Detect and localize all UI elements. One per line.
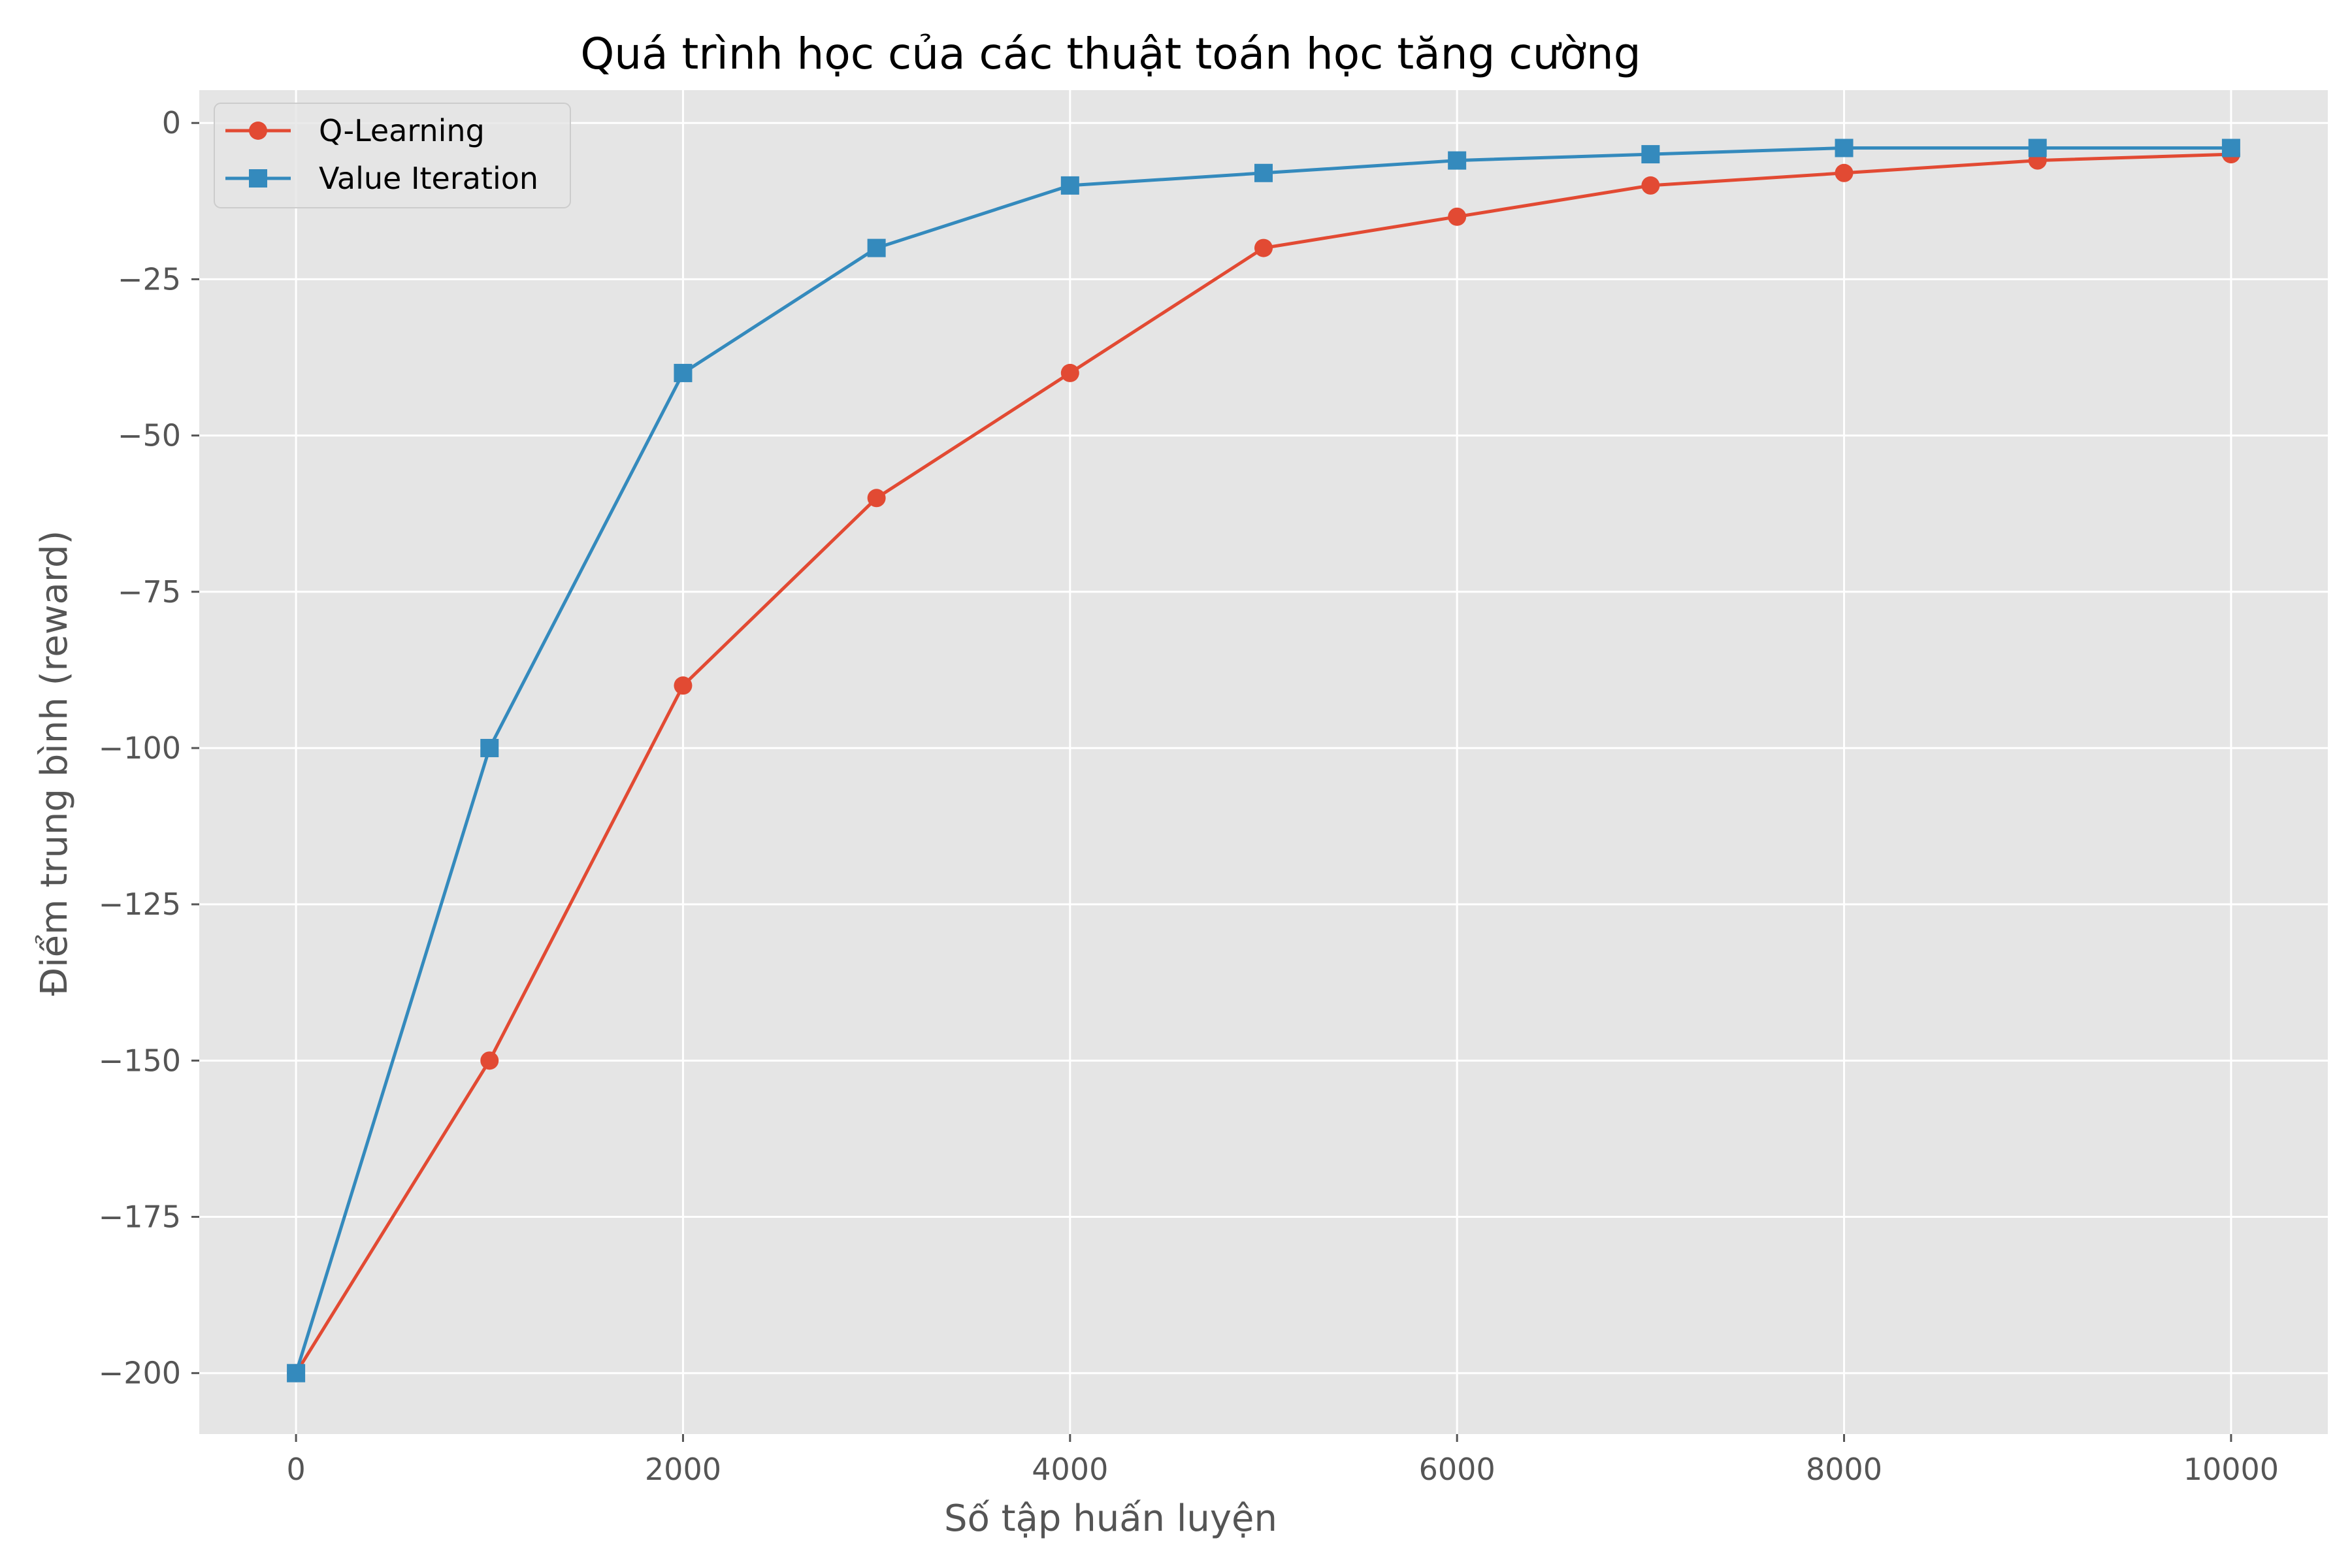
x-axis-title: Số tập huấn luyện bbox=[944, 1497, 1277, 1540]
data-point bbox=[1254, 163, 1273, 182]
data-point bbox=[1448, 207, 1467, 226]
x-tick-label: 8000 bbox=[1806, 1452, 1882, 1487]
x-tick-label: 4000 bbox=[1032, 1452, 1108, 1487]
y-tick-label: −150 bbox=[99, 1043, 181, 1078]
data-point bbox=[287, 1364, 306, 1382]
legend-box bbox=[214, 103, 571, 208]
legend-label-value-iteration: Value Iteration bbox=[319, 161, 538, 196]
data-point bbox=[1641, 176, 1660, 195]
legend-marker-q-learning bbox=[249, 122, 267, 140]
data-point bbox=[1835, 139, 1854, 157]
data-point bbox=[1060, 176, 1079, 195]
data-point bbox=[480, 738, 499, 757]
x-axis-ticks: 0 2000 4000 6000 8000 10000 bbox=[286, 1434, 2279, 1487]
data-point bbox=[1448, 151, 1467, 170]
y-tick-label: −200 bbox=[99, 1356, 181, 1391]
data-point bbox=[2028, 139, 2047, 157]
data-point bbox=[1835, 163, 1854, 182]
data-point bbox=[674, 676, 693, 695]
data-point bbox=[867, 238, 886, 257]
data-point bbox=[1254, 238, 1273, 257]
x-tick-label: 6000 bbox=[1419, 1452, 1495, 1487]
y-tick-label: −175 bbox=[99, 1200, 181, 1235]
legend-marker-value-iteration bbox=[249, 169, 267, 188]
chart-title: Quá trình học của các thuật toán học tăn… bbox=[580, 29, 1641, 79]
x-tick-label: 0 bbox=[286, 1452, 305, 1487]
series-value-iteration bbox=[287, 139, 2240, 1382]
grid-lines bbox=[199, 90, 2328, 1434]
x-tick-label: 2000 bbox=[645, 1452, 721, 1487]
data-point bbox=[1641, 145, 1660, 164]
data-point bbox=[1060, 363, 1079, 382]
y-tick-label: −125 bbox=[99, 887, 181, 922]
y-axis-title: Điểm trung bình (reward) bbox=[33, 531, 76, 996]
plot-area bbox=[199, 90, 2328, 1434]
legend: Q-Learning Value Iteration bbox=[214, 103, 571, 208]
y-tick-label: −50 bbox=[118, 418, 181, 453]
data-point bbox=[867, 489, 886, 508]
y-axis-ticks: 0 −25 −50 −75 −100 −125 −150 −175 −200 bbox=[99, 105, 199, 1391]
legend-label-q-learning: Q-Learning bbox=[319, 113, 485, 148]
y-tick-label: −25 bbox=[118, 261, 181, 297]
data-point bbox=[480, 1051, 499, 1070]
y-tick-label: −100 bbox=[99, 730, 181, 766]
x-tick-label: 10000 bbox=[2183, 1452, 2279, 1487]
y-tick-label: 0 bbox=[162, 105, 181, 140]
data-series bbox=[287, 139, 2240, 1382]
data-point bbox=[674, 363, 693, 382]
y-tick-label: −75 bbox=[118, 574, 181, 610]
data-point bbox=[2221, 139, 2240, 157]
